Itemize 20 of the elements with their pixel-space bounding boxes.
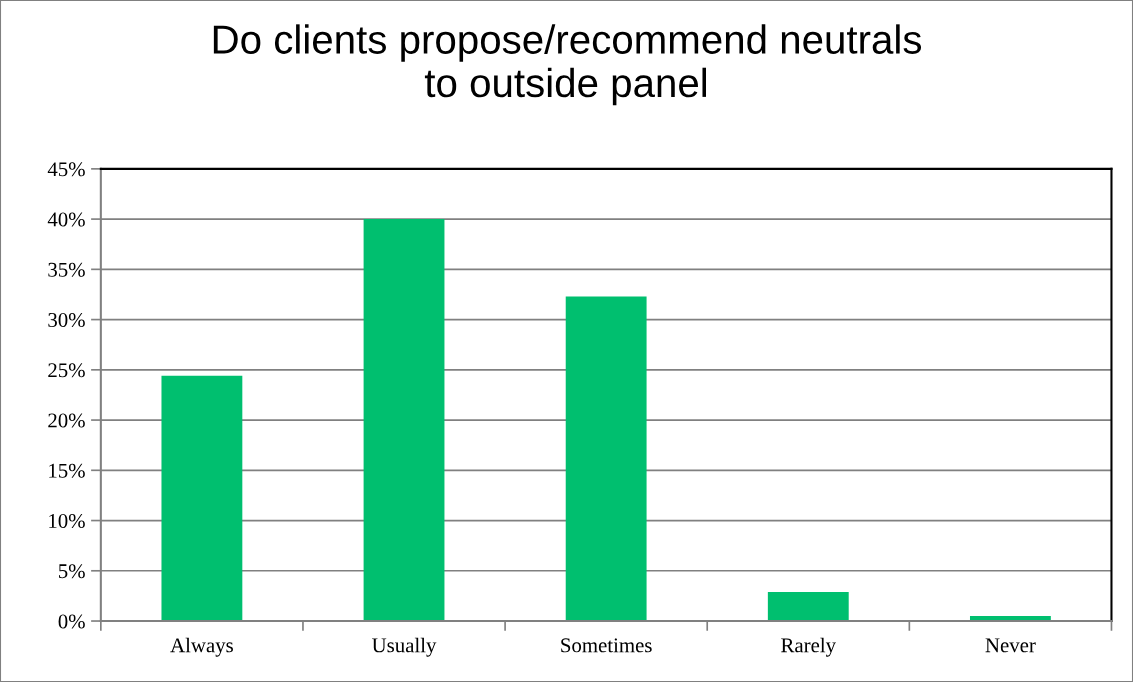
y-tick-label: 35%	[48, 262, 85, 277]
chart-title: Do clients propose/recommend neutrals to outside panel	[213, 24, 922, 106]
x-tick-label: Usually	[372, 637, 437, 657]
y-tick-label: 30%	[48, 312, 85, 328]
y-tick-label: 0%	[58, 614, 85, 629]
bar	[161, 375, 243, 622]
y-tick-label: 45%	[47, 162, 85, 177]
x-tick-label: Never	[985, 638, 1036, 653]
y-tick-label: 10%	[49, 513, 85, 529]
bar	[565, 296, 647, 622]
bar	[363, 219, 445, 622]
bar	[767, 591, 849, 622]
y-tick-label: 20%	[48, 413, 85, 428]
y-tick-label: 15%	[49, 463, 85, 478]
y-tick-label: 25%	[48, 363, 85, 378]
y-tick-label: 40%	[47, 212, 85, 227]
y-tick-label: 5%	[59, 564, 85, 579]
x-tick-label: Rarely	[781, 637, 836, 657]
x-tick-label: Sometimes	[561, 638, 652, 653]
x-tick-label: Always	[170, 637, 233, 657]
